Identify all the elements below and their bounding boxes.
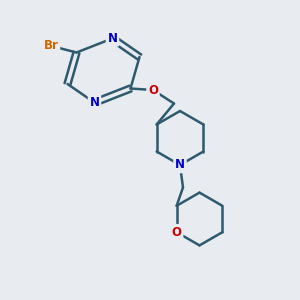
Text: N: N (175, 158, 185, 172)
Text: N: N (89, 96, 100, 109)
Text: N: N (107, 32, 118, 45)
Text: O: O (172, 226, 182, 239)
Text: Br: Br (44, 39, 59, 52)
Text: O: O (148, 83, 158, 97)
